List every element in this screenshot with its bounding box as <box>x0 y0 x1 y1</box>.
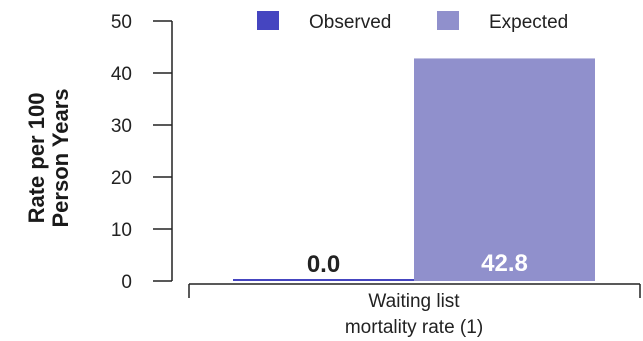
bars <box>233 58 595 281</box>
y-tick-label: 40 <box>111 64 132 85</box>
bar-expected <box>414 58 595 281</box>
bar-observed <box>233 279 414 281</box>
bar-value-label-expected: 42.8 <box>481 250 528 277</box>
y-tick-label: 10 <box>111 220 132 241</box>
bar-value-label-observed: 0.0 <box>307 251 340 278</box>
y-tick-label: 0 <box>121 272 132 293</box>
bar-labels: 0.0 42.8 <box>307 250 528 278</box>
y-axis-title: Rate per 100 Person Years <box>24 88 73 227</box>
legend: Observed Expected <box>257 11 568 33</box>
legend-label-expected: Expected <box>489 12 568 33</box>
x-tick-label-line-1: Waiting list <box>368 291 460 312</box>
legend-label-observed: Observed <box>309 12 391 33</box>
legend-swatch-observed <box>257 11 279 30</box>
x-axis: Waiting list mortality rate (1) <box>188 283 641 338</box>
y-tick-label: 30 <box>111 116 132 137</box>
legend-swatch-expected <box>437 11 459 30</box>
y-axis: 0 10 20 30 40 50 <box>111 12 173 293</box>
y-tick-label: 20 <box>111 168 132 189</box>
y-axis-title-line-1: Rate per 100 <box>24 93 49 224</box>
x-tick-label-line-2: mortality rate (1) <box>345 317 483 338</box>
y-tick-label: 50 <box>111 12 132 33</box>
y-axis-title-line-2: Person Years <box>48 88 73 227</box>
